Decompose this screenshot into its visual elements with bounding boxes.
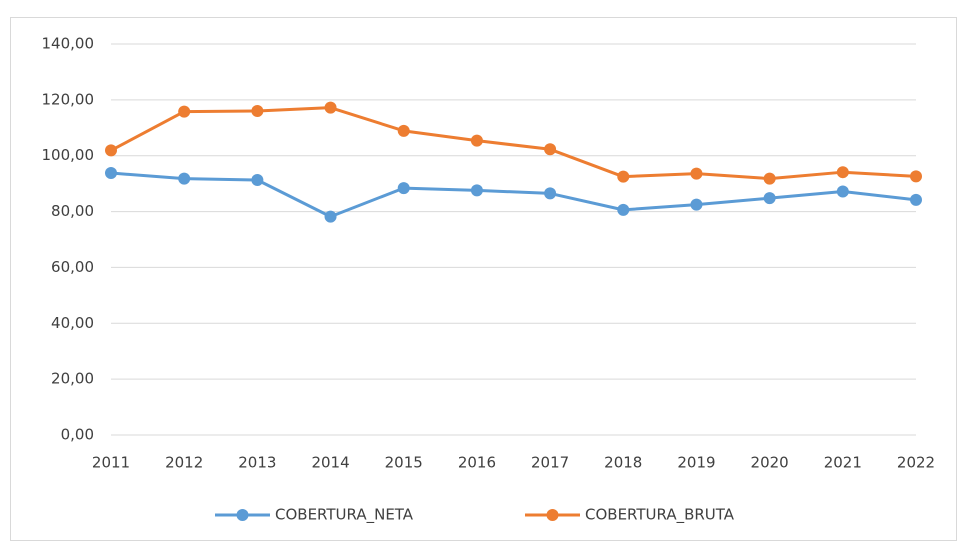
data-point [324, 101, 337, 114]
x-tick-label: 2012 [165, 454, 203, 472]
data-point [836, 185, 849, 198]
data-point [178, 105, 191, 118]
data-point [617, 203, 630, 216]
x-tick-label: 2017 [531, 454, 569, 472]
x-tick-label: 2022 [897, 454, 935, 472]
data-point [178, 172, 191, 185]
x-tick-label: 2015 [385, 454, 423, 472]
data-point [105, 144, 117, 157]
data-point [105, 167, 117, 180]
data-point [470, 134, 483, 147]
y-tick-label: 0,00 [61, 426, 94, 444]
data-point [544, 187, 557, 200]
legend-label: COBERTURA_BRUTA [585, 506, 735, 525]
x-tick-label: 2018 [604, 454, 642, 472]
data-point [836, 166, 849, 179]
x-tick-label: 2011 [92, 454, 130, 472]
x-tick-label: 2020 [751, 454, 789, 472]
data-point [324, 210, 337, 223]
x-tick-label: 2019 [677, 454, 715, 472]
data-point [544, 143, 557, 156]
data-point [617, 170, 630, 183]
y-tick-label: 80,00 [51, 202, 94, 220]
legend-label: COBERTURA_NETA [275, 506, 414, 525]
data-point [763, 172, 776, 185]
y-tick-label: 100,00 [42, 146, 95, 164]
data-point [397, 182, 410, 195]
data-point [251, 174, 264, 187]
y-tick-label: 120,00 [42, 90, 95, 108]
data-point [910, 170, 922, 183]
y-tick-label: 20,00 [51, 370, 94, 388]
legend-swatch-marker [546, 509, 559, 521]
x-tick-label: 2013 [238, 454, 276, 472]
data-point [397, 124, 410, 137]
data-point [690, 198, 703, 211]
x-tick-label: 2016 [458, 454, 496, 472]
y-tick-label: 140,00 [42, 35, 95, 53]
chart-border [10, 17, 957, 541]
y-tick-label: 40,00 [51, 314, 94, 332]
x-tick-label: 2014 [311, 454, 349, 472]
x-tick-label: 2021 [824, 454, 862, 472]
legend-swatch-marker [236, 509, 249, 521]
series-line [110, 171, 917, 219]
series-line [110, 106, 917, 181]
data-point [690, 167, 703, 180]
data-point [763, 192, 776, 205]
data-point [251, 105, 264, 118]
data-point [470, 184, 483, 197]
y-tick-label: 60,00 [51, 258, 94, 276]
data-point [910, 193, 922, 206]
